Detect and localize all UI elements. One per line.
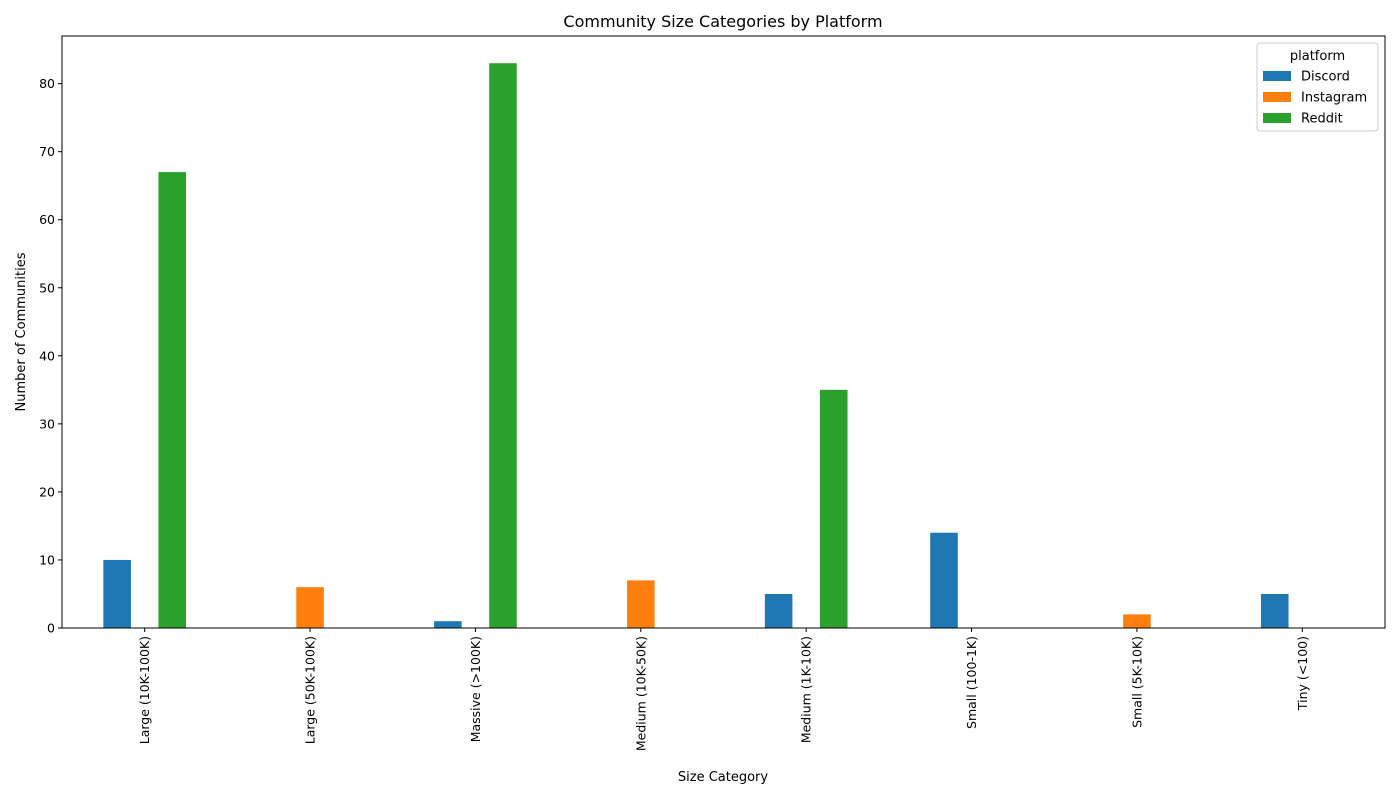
bar-discord-small-100-1k xyxy=(930,532,958,628)
x-tick-label: Small (5K-10K) xyxy=(1129,636,1144,728)
plot-frame xyxy=(61,35,1386,629)
y-tick-label: 60 xyxy=(39,212,55,227)
legend-swatch-instagram xyxy=(1263,92,1291,102)
legend-swatch-discord xyxy=(1263,71,1291,81)
y-tick-label: 80 xyxy=(39,76,55,91)
legend-label-reddit: Reddit xyxy=(1301,112,1343,127)
y-tick-label: 40 xyxy=(39,348,55,363)
x-tick-label: Large (50K-100K) xyxy=(303,636,318,744)
y-tick-label: 70 xyxy=(39,144,55,159)
y-tick-label: 30 xyxy=(39,416,55,431)
bar-reddit-medium-1k-10k xyxy=(819,389,848,628)
bar-discord-large-10k-100k xyxy=(103,559,131,628)
bar-discord-tiny-100 xyxy=(1260,593,1289,628)
y-axis: 0 10 20 30 40 50 60 70 80 xyxy=(39,76,62,636)
bar-instagram-small-5k-10k xyxy=(1123,614,1151,628)
legend-label-discord: Discord xyxy=(1301,70,1350,85)
bar-reddit-large-10k-100k xyxy=(158,172,187,628)
bar-reddit-massive-100k xyxy=(489,63,517,629)
x-tick-label: Large (10K-100K) xyxy=(137,636,152,744)
legend-swatch-reddit xyxy=(1263,113,1291,123)
y-tick-label: 50 xyxy=(39,280,55,295)
x-tick-label: Small (100-1K) xyxy=(964,636,979,729)
y-axis-title: Number of Communities xyxy=(14,252,29,411)
legend-box xyxy=(1256,42,1379,132)
bar-instagram-medium-10k-50k xyxy=(627,580,655,628)
legend-label-instagram: Instagram xyxy=(1301,91,1367,106)
y-tick-label: 20 xyxy=(39,484,55,499)
y-tick-label: 0 xyxy=(47,621,55,636)
bar-instagram-large-50k-100k xyxy=(296,587,324,628)
x-axis-title: Size Category xyxy=(678,770,769,785)
x-tick-label: Tiny (<100) xyxy=(1295,636,1310,711)
x-tick-label: Medium (1K-10K) xyxy=(799,636,814,743)
x-tick-label: Medium (10K-50K) xyxy=(633,636,648,751)
bars-group xyxy=(103,63,1289,629)
x-axis: Large (10K-100K) Large (50K-100K) Massive … xyxy=(137,628,1310,751)
bar-discord-medium-1k-10k xyxy=(764,593,793,628)
x-tick-label: Massive (>100K) xyxy=(468,636,483,742)
chart-title: Community Size Categories by Platform xyxy=(563,12,882,31)
y-tick-label: 10 xyxy=(39,552,55,567)
bar-discord-massive-100k xyxy=(434,621,462,628)
legend-title: platform xyxy=(1290,49,1345,64)
legend: platform Discord Instagram Reddit xyxy=(1256,42,1379,132)
